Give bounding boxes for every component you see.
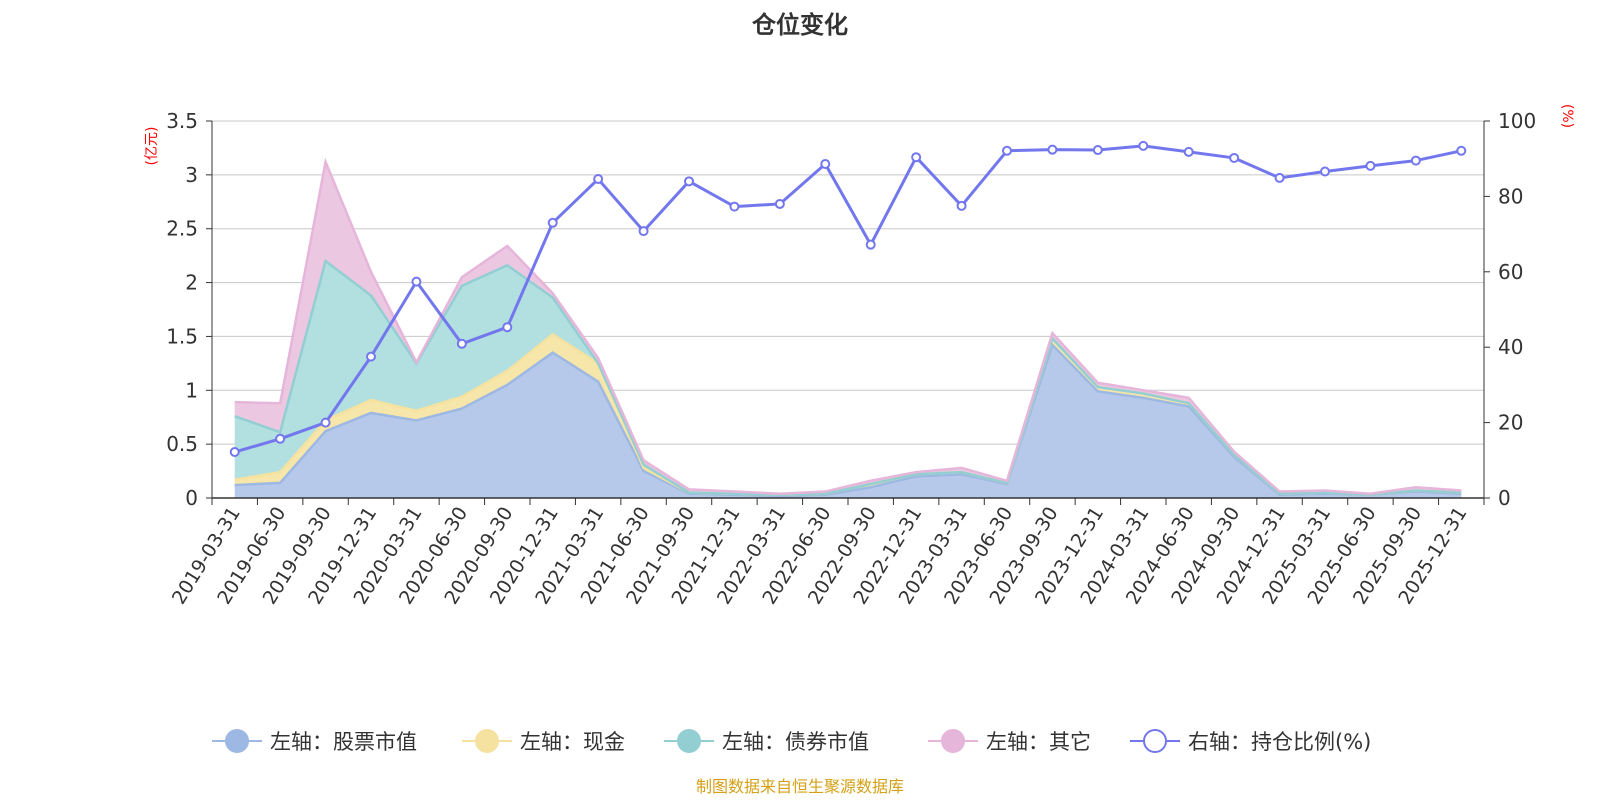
source-note: 制图数据来自恒生聚源数据库: [696, 777, 904, 796]
holding-ratio-point: [638, 226, 649, 237]
holding-ratio-point: [411, 276, 422, 287]
legend-item: 左轴：股票市值: [212, 729, 417, 754]
legend-label: 右轴：持仓比例(%): [1188, 730, 1371, 754]
legend-marker: [225, 729, 249, 753]
left-axis-tick-label: 2: [185, 271, 198, 295]
legend-marker: [941, 729, 965, 753]
holding-ratio-point: [956, 200, 967, 211]
holding-ratio-point: [1410, 155, 1421, 166]
legend: 左轴：股票市值 左轴：现金 左轴：债券市值 左轴：其它 右轴：持仓比例(%): [212, 729, 1371, 754]
holding-ratio-point: [1320, 166, 1330, 177]
holding-ratio-point: [229, 447, 240, 458]
left-axis-tick-label: 0: [185, 486, 198, 510]
legend-item: 左轴：债券市值: [664, 729, 869, 754]
left-axis-tick-label: 0.5: [166, 432, 198, 456]
holding-ratio-point: [502, 322, 513, 333]
holding-ratio-point: [1183, 146, 1194, 157]
right-axis-tick-label: 80: [1498, 184, 1523, 208]
stacked-areas: [234, 157, 1462, 498]
holding-ratio-point: [1456, 145, 1467, 156]
area-edge-左轴：债券市值: [234, 258, 1462, 497]
holding-ratio-point: [1138, 140, 1149, 151]
holding-ratio-point: [1274, 172, 1285, 183]
right-axis-tick-label: 40: [1498, 335, 1523, 359]
legend-label: 左轴：现金: [520, 730, 625, 754]
holding-ratio-point: [1002, 145, 1012, 156]
holding-ratio-line-path: [234, 144, 1462, 454]
chart-title: 仓位变化: [751, 11, 848, 39]
holding-ratio-point: [774, 198, 785, 209]
legend-item: 左轴：现金: [462, 729, 625, 754]
holding-ratio-point: [820, 158, 831, 169]
area-edge-左轴：其它: [234, 157, 1462, 495]
right-axis-tick-label: 100: [1498, 109, 1536, 133]
holding-ratio-point: [320, 417, 331, 428]
holding-ratio-point: [1047, 144, 1058, 155]
left-axis-tick-label: 3: [185, 163, 198, 187]
legend-label: 左轴：其它: [986, 730, 1091, 754]
left-axis-tick-label: 2.5: [166, 217, 198, 241]
left-axis-tick-label: 1.5: [166, 324, 198, 348]
holding-ratio-point: [1229, 152, 1240, 163]
legend-label: 左轴：债券市值: [722, 730, 869, 754]
left-axis-tick-label: 3.5: [166, 109, 198, 133]
holding-ratio-point: [1365, 160, 1376, 171]
holding-ratio-point: [684, 176, 694, 187]
right-axis-unit: (%): [1559, 104, 1575, 128]
holding-ratio-point: [593, 174, 604, 185]
right-axis-tick-label: 0: [1498, 486, 1511, 510]
holding-ratio-point: [547, 217, 558, 228]
area-左轴：股票市值: [234, 345, 1462, 498]
left-axis-unit: (亿元): [144, 127, 160, 166]
legend-marker: [677, 729, 701, 753]
legend-marker: [475, 729, 499, 753]
legend-item: 左轴：其它: [928, 729, 1091, 754]
left-axis-tick-label: 1: [185, 378, 198, 402]
holding-ratio-point: [456, 338, 467, 349]
right-axis-tick-label: 20: [1498, 411, 1523, 435]
holding-ratio-point: [865, 239, 876, 250]
holding-ratio-point: [911, 152, 922, 163]
area-左轴：债券市值: [234, 261, 1462, 495]
holding-ratio-point: [729, 201, 740, 212]
right-axis-tick-label: 60: [1498, 260, 1523, 284]
holding-ratio-point: [1092, 145, 1103, 156]
holding-ratio-point: [275, 433, 286, 444]
holding-ratio-line: [229, 140, 1467, 458]
legend-item: 右轴：持仓比例(%): [1130, 729, 1371, 754]
legend-marker: [1143, 729, 1167, 753]
holding-ratio-point: [366, 351, 376, 362]
legend-label: 左轴：股票市值: [270, 730, 417, 754]
